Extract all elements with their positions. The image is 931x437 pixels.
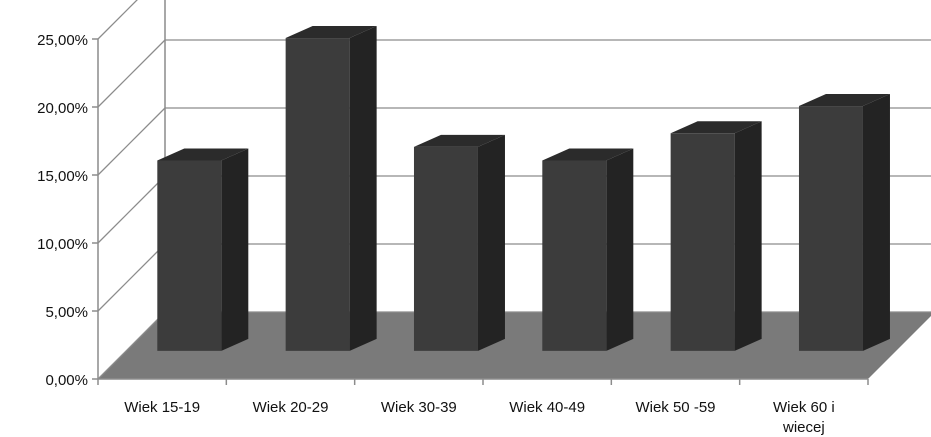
x-category-label-line: Wiek 50 -59 <box>635 399 715 416</box>
bar-4 <box>670 121 762 351</box>
x-category-label-line: Wiek 60 i <box>773 399 835 416</box>
bar-front <box>798 106 863 351</box>
gridline-side-5 <box>97 0 138 40</box>
gridline-side-3 <box>97 107 166 176</box>
bar-side <box>606 148 634 351</box>
gridline-side-4 <box>97 39 166 108</box>
bar-top <box>413 134 505 147</box>
bar-1 <box>285 26 377 351</box>
y-tick-label: 0,00% <box>45 372 88 389</box>
gridline-side-1 <box>97 243 166 312</box>
y-tick-label: 15,00% <box>37 168 88 185</box>
axes <box>92 38 869 385</box>
x-category-label: Wiek 60 i wiecej <box>773 399 835 436</box>
bar-front <box>413 146 478 351</box>
bar-5 <box>798 94 890 351</box>
x-category-label: Wiek 50 -59 <box>635 399 715 416</box>
x-category-label-line: Wiek 15-19 <box>124 399 200 416</box>
gridline-side-2 <box>97 175 166 244</box>
bar-top <box>285 26 377 39</box>
bar-side <box>477 134 505 351</box>
bar-side <box>734 121 762 351</box>
bar-top <box>798 94 890 107</box>
bars <box>157 26 890 351</box>
gridline-side-0 <box>97 311 166 380</box>
x-axis-category-labels: Wiek 15-19 Wiek 20-29 Wiek 30-39 Wiek 40-49… <box>124 399 834 436</box>
x-category-label: Wiek 15-19 <box>124 399 200 416</box>
x-category-label: Wiek 40-49 <box>509 399 585 416</box>
bar-front <box>542 160 607 351</box>
x-category-label-line: Wiek 30-39 <box>381 399 457 416</box>
bar-2 <box>413 134 505 351</box>
bar-front <box>670 133 735 351</box>
x-category-label: Wiek 20-29 <box>253 399 329 416</box>
bar-side <box>862 94 890 351</box>
bar-top <box>157 148 249 161</box>
y-axis-tick-labels: 0,00% 5,00% 10,00% 15,00% 20,00% 25,00% <box>37 32 88 389</box>
bar-top <box>542 148 634 161</box>
y-tick-label: 10,00% <box>37 236 88 253</box>
bar-3 <box>542 148 634 351</box>
x-category-label-line: Wiek 40-49 <box>509 399 585 416</box>
y-tick-label: 25,00% <box>37 32 88 49</box>
x-category-label-line: wiecej <box>782 419 825 436</box>
x-category-label-line: Wiek 20-29 <box>253 399 329 416</box>
y-tick-label: 5,00% <box>45 304 88 321</box>
bar-front <box>157 160 222 351</box>
x-category-label: Wiek 30-39 <box>381 399 457 416</box>
y-tick-label: 20,00% <box>37 100 88 117</box>
bar-0 <box>157 148 249 351</box>
bar-side <box>221 148 249 351</box>
bar-side <box>349 26 377 351</box>
bar-front <box>285 38 350 351</box>
bar-top <box>670 121 762 134</box>
